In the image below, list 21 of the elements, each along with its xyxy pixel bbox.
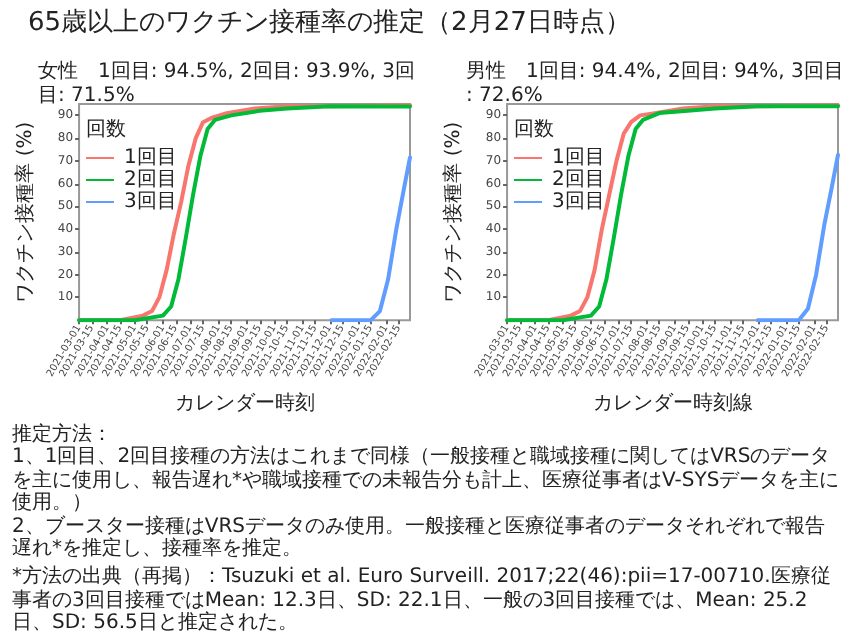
text: 65歳以上のワクチン接種率の推定（2月27日時点） xyxy=(26,6,633,42)
x-axis-title: カレンダー時刻線 xyxy=(592,391,753,415)
legend-title: 回数 xyxy=(514,119,554,141)
legend-label: 2回目 xyxy=(552,169,605,191)
line-series xyxy=(755,152,840,323)
text: 1、1回目、2回目接種の方法はこれまで同様（一般接種と職域接種に関してはVRSのデータを主に使用し、報告遅れ*や職域接種での未報告分も計上、医療従事者はV-SYSデータを主に使用。） xyxy=(10,446,842,515)
chart-title: 男性 1回目: 94.4%, 2回目: 94%, 3回目: 72.6% xyxy=(466,59,844,107)
chart-title: 女性 1回目: 94.5%, 2回目: 93.9%, 3回目: 71.5% xyxy=(38,59,415,107)
y-axis-title: ワクチン接種率 (%) xyxy=(13,121,37,303)
legend-label: 3回目 xyxy=(124,191,177,213)
y-axis-title: ワクチン接種率 (%) xyxy=(441,121,465,303)
legend-label: 1回目 xyxy=(124,147,177,169)
text: *方法の出典（再掲）：Tsuzuki et al. Euro Surveill. 2017;22(46):pii=17-00710.医療従事者の3回目接種ではMean: 12.3日、SD: 22.1日、一般の3回目接種では、Mean: 25.2日、SD: 56.5日と推定された。 xyxy=(10,566,833,636)
text: 推定方法： xyxy=(10,424,114,446)
legend-title: 回数 xyxy=(86,119,126,141)
line-series xyxy=(329,155,412,323)
x-axis-title: カレンダー時刻 xyxy=(174,391,315,415)
legend-label: 3回目 xyxy=(552,191,605,213)
legend-label: 2回目 xyxy=(124,169,177,191)
legend-label: 1回目 xyxy=(552,147,605,169)
text: 2、ブースター接種はVRSデータのみ使用。一般接種と医療従事者のデータそれぞれで報告遅れ*を推定し、接種率を推定。 xyxy=(10,515,827,561)
